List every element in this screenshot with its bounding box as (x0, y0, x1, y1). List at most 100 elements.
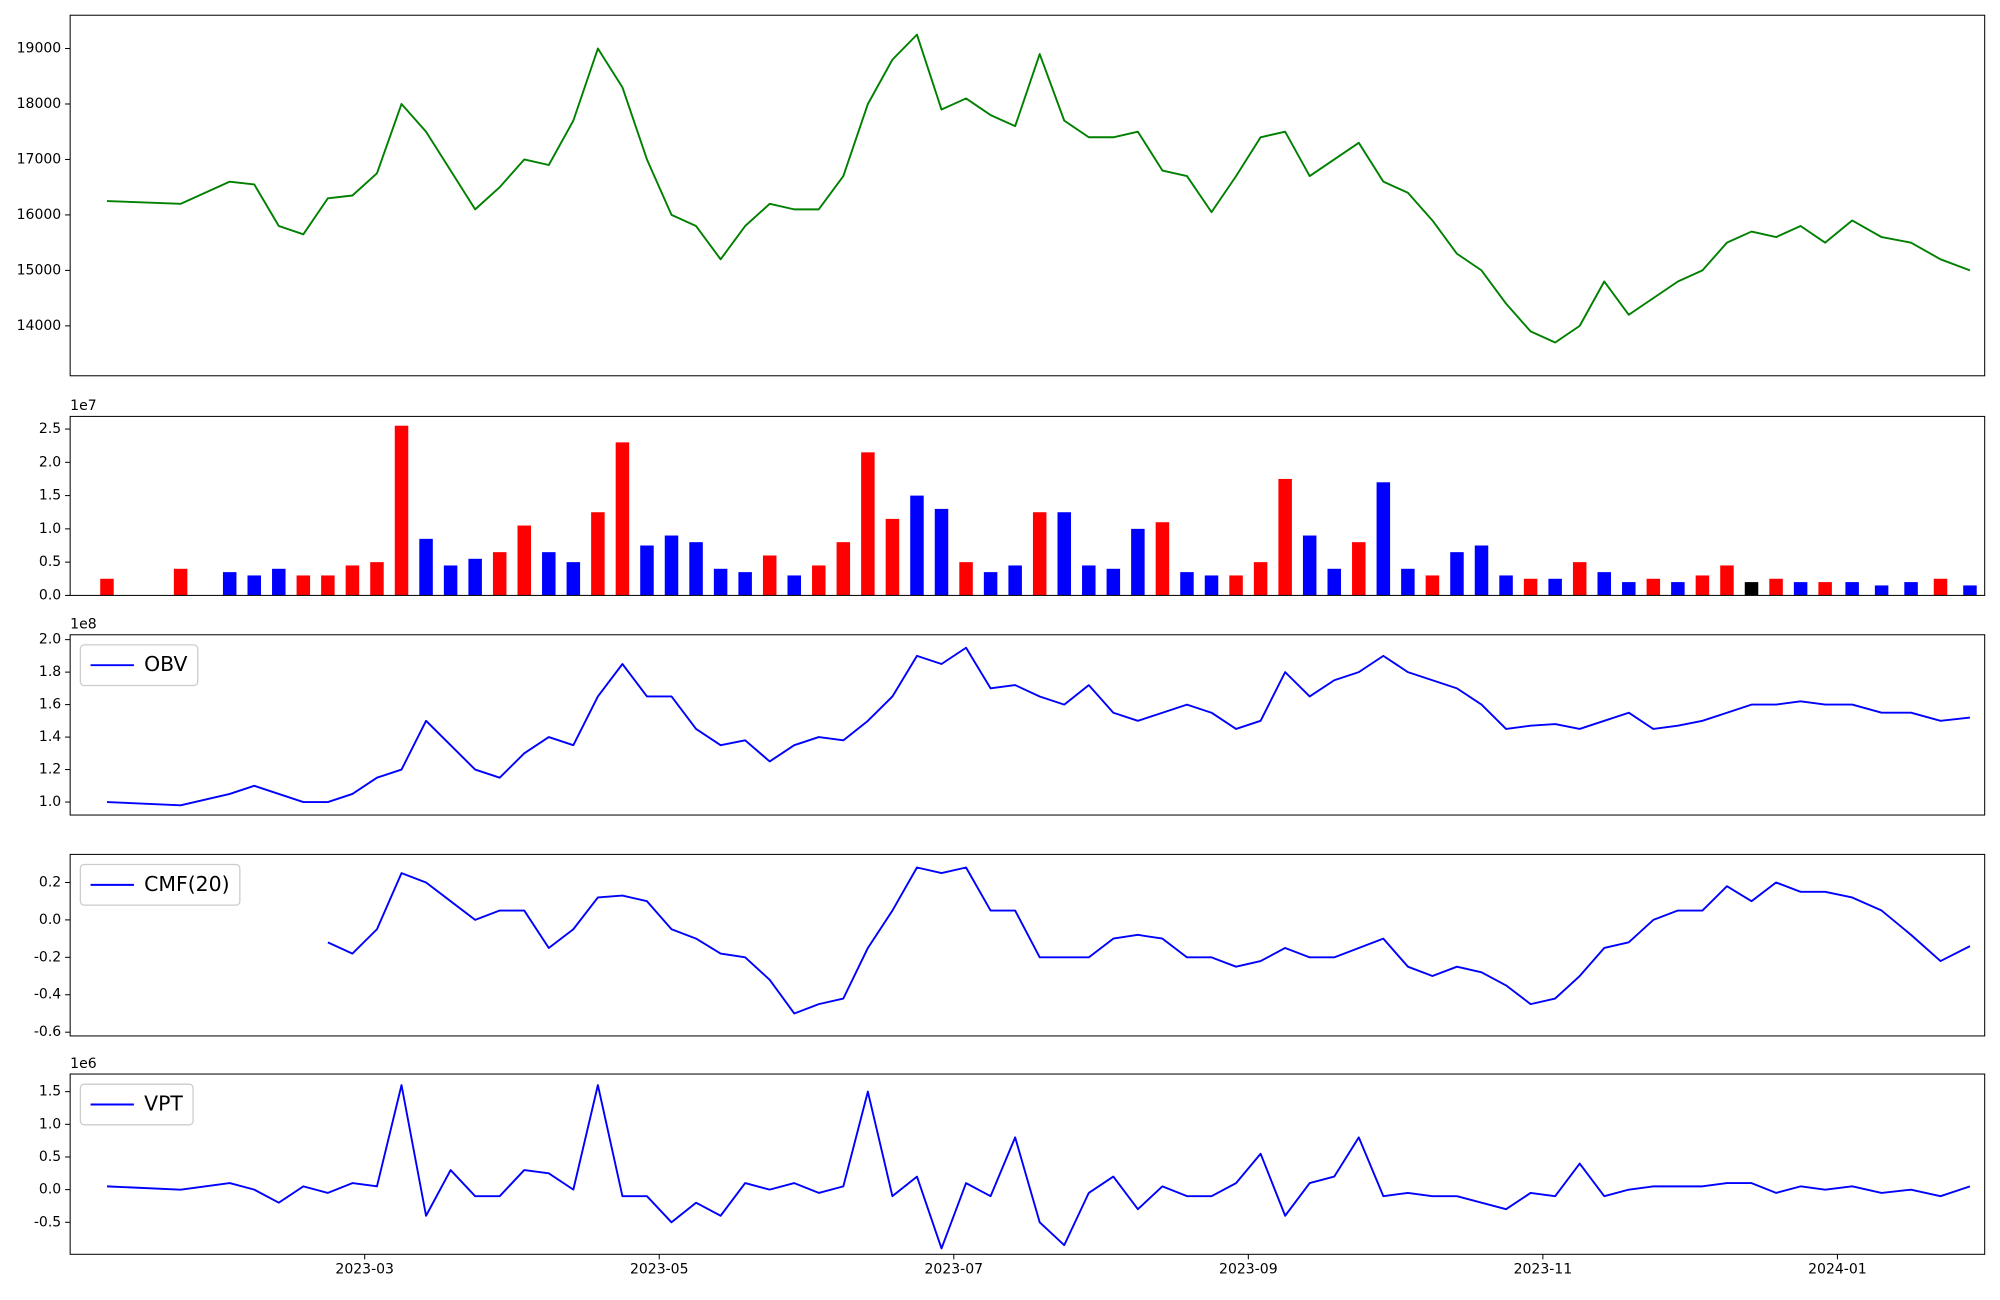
volume-bar (1671, 582, 1685, 596)
y-tick-label: 1.0 (39, 521, 61, 537)
legend-label: OBV (144, 652, 187, 676)
panel-frame (69, 415, 1986, 596)
y-tick-label: 2.5 (39, 421, 61, 437)
volume-bar (1180, 572, 1194, 596)
volume-bar (1597, 572, 1611, 596)
volume-bar (1082, 565, 1096, 596)
volume-bar (1720, 565, 1734, 596)
offset-label: 1e6 (70, 1056, 97, 1072)
y-tick-label: 19000 (17, 41, 62, 57)
volume-bar (1622, 582, 1636, 596)
volume-bar (1499, 575, 1513, 596)
y-tick-label: 0.0 (39, 912, 61, 928)
volume-bar (1106, 568, 1121, 596)
panel-frame (69, 634, 1986, 816)
volume-bar (1401, 568, 1415, 596)
panel-frame (69, 1073, 1986, 1255)
volume-bar (885, 518, 900, 596)
x-tick-label: 2024-01 (1808, 1262, 1867, 1278)
volume-bar (1845, 582, 1859, 596)
volume-bar (296, 575, 311, 596)
volume-bar (1376, 482, 1391, 596)
y-tick-label: -0.2 (34, 949, 61, 965)
volume-bar (517, 525, 531, 596)
volume-bar (1523, 578, 1538, 596)
volume-bar (1155, 522, 1170, 596)
volume-bar (1904, 582, 1918, 596)
panel-frame (69, 853, 1986, 1037)
volume-bar (615, 442, 630, 596)
offset-label: 1e7 (70, 398, 96, 414)
volume-bar (689, 542, 703, 596)
y-tick-label: 1.8 (39, 664, 61, 680)
volume-bar (1008, 565, 1022, 596)
volume-bar (566, 562, 581, 596)
volume-bar (443, 565, 458, 596)
series-line (327, 866, 1971, 1015)
volume-bar (934, 508, 949, 596)
volume-bar (1302, 535, 1317, 596)
panel-frame (69, 14, 1986, 377)
volume-bar (345, 565, 360, 596)
legend-label: VPT (144, 1092, 183, 1116)
legend-box (79, 644, 199, 687)
volume-bar (1253, 562, 1268, 596)
legend-box (79, 863, 241, 906)
volume-bar (1131, 528, 1145, 596)
volume-bar (1818, 582, 1832, 596)
volume-bar (1572, 562, 1587, 596)
y-tick-label: 0.0 (39, 587, 61, 603)
volume-bar (1474, 545, 1489, 596)
y-tick-label: -0.5 (34, 1214, 61, 1230)
volume-bar (861, 452, 875, 596)
volume-bar (787, 575, 801, 596)
volume-bar (1744, 582, 1759, 596)
volume-bar (1450, 552, 1464, 596)
y-tick-label: 0.2 (39, 874, 61, 890)
volume-bar (1425, 575, 1440, 596)
volume-bar (1032, 512, 1047, 596)
volume-bar (983, 572, 998, 596)
volume-bar (664, 535, 679, 596)
y-tick-label: 15000 (17, 262, 62, 278)
volume-bar (1874, 585, 1889, 596)
volume-bar (1057, 512, 1071, 596)
y-tick-label: 16000 (17, 207, 62, 223)
volume-bar (247, 575, 261, 596)
y-tick-label: -0.4 (34, 987, 61, 1003)
volume-bar (762, 555, 777, 596)
volume-bar (370, 562, 384, 596)
volume-bar (1695, 575, 1710, 596)
y-tick-label: 0.5 (39, 554, 61, 570)
volume-bar (910, 495, 924, 596)
x-tick-label: 2023-07 (925, 1262, 984, 1278)
volume-bar (394, 425, 409, 596)
x-tick-label: 2023-09 (1219, 1262, 1278, 1278)
volume-bar (959, 562, 973, 596)
y-tick-label: 1.5 (39, 1084, 61, 1100)
volume-bar (222, 572, 237, 596)
y-tick-label: 0.0 (39, 1182, 61, 1198)
volume-bar (1769, 578, 1783, 596)
volume-bar (836, 542, 851, 596)
volume-bar (640, 545, 654, 596)
volume-bar (1793, 582, 1808, 596)
volume-bar (492, 552, 507, 596)
volume-bar (1646, 578, 1661, 596)
volume-bar (468, 558, 482, 596)
y-tick-label: 1.5 (39, 488, 61, 504)
legend-label: CMF(20) (144, 872, 229, 896)
volume-bar (321, 575, 335, 596)
volume-bar (713, 568, 728, 596)
volume-bar (1278, 478, 1292, 596)
y-tick-label: 1.2 (39, 762, 61, 778)
y-tick-label: 1.0 (39, 1116, 61, 1132)
volume-bar (738, 572, 752, 596)
volume-bar (1204, 575, 1219, 596)
y-tick-label: -0.6 (34, 1024, 61, 1040)
volume-bar (100, 578, 114, 596)
y-tick-label: 2.0 (39, 454, 61, 470)
volume-bar (1548, 578, 1562, 596)
series-line (106, 33, 1971, 344)
